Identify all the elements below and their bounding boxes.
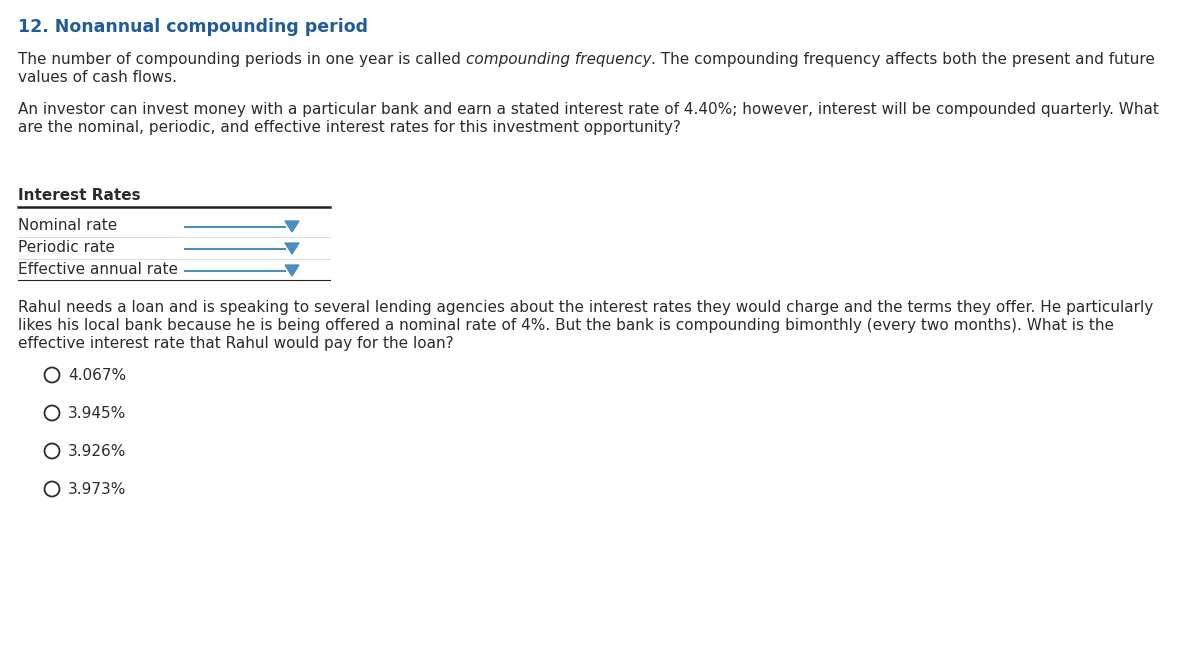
Text: 12. Nonannual compounding period: 12. Nonannual compounding period bbox=[18, 18, 368, 36]
Text: The number of compounding periods in one year is called: The number of compounding periods in one… bbox=[18, 52, 466, 67]
Text: . The compounding frequency affects both the present and future: . The compounding frequency affects both… bbox=[652, 52, 1156, 67]
Text: likes his local bank because he is being offered a nominal rate of 4%. But the b: likes his local bank because he is being… bbox=[18, 318, 1114, 333]
Text: Periodic rate: Periodic rate bbox=[18, 240, 115, 255]
Polygon shape bbox=[286, 221, 299, 232]
Text: values of cash flows.: values of cash flows. bbox=[18, 70, 178, 85]
Polygon shape bbox=[286, 243, 299, 254]
Text: compounding frequency: compounding frequency bbox=[466, 52, 652, 67]
Text: 3.945%: 3.945% bbox=[68, 406, 126, 421]
Text: Rahul needs a loan and is speaking to several lending agencies about the interes: Rahul needs a loan and is speaking to se… bbox=[18, 300, 1153, 315]
Text: are the nominal, periodic, and effective interest rates for this investment oppo: are the nominal, periodic, and effective… bbox=[18, 120, 680, 135]
Text: effective interest rate that Rahul would pay for the loan?: effective interest rate that Rahul would… bbox=[18, 336, 454, 351]
Text: An investor can invest money with a particular bank and earn a stated interest r: An investor can invest money with a part… bbox=[18, 102, 1159, 117]
Text: 3.926%: 3.926% bbox=[68, 444, 126, 459]
Text: Effective annual rate: Effective annual rate bbox=[18, 262, 178, 277]
Text: 4.067%: 4.067% bbox=[68, 368, 126, 383]
Polygon shape bbox=[286, 265, 299, 276]
Text: Nominal rate: Nominal rate bbox=[18, 218, 118, 233]
Text: Interest Rates: Interest Rates bbox=[18, 188, 140, 203]
Text: 3.973%: 3.973% bbox=[68, 482, 126, 497]
